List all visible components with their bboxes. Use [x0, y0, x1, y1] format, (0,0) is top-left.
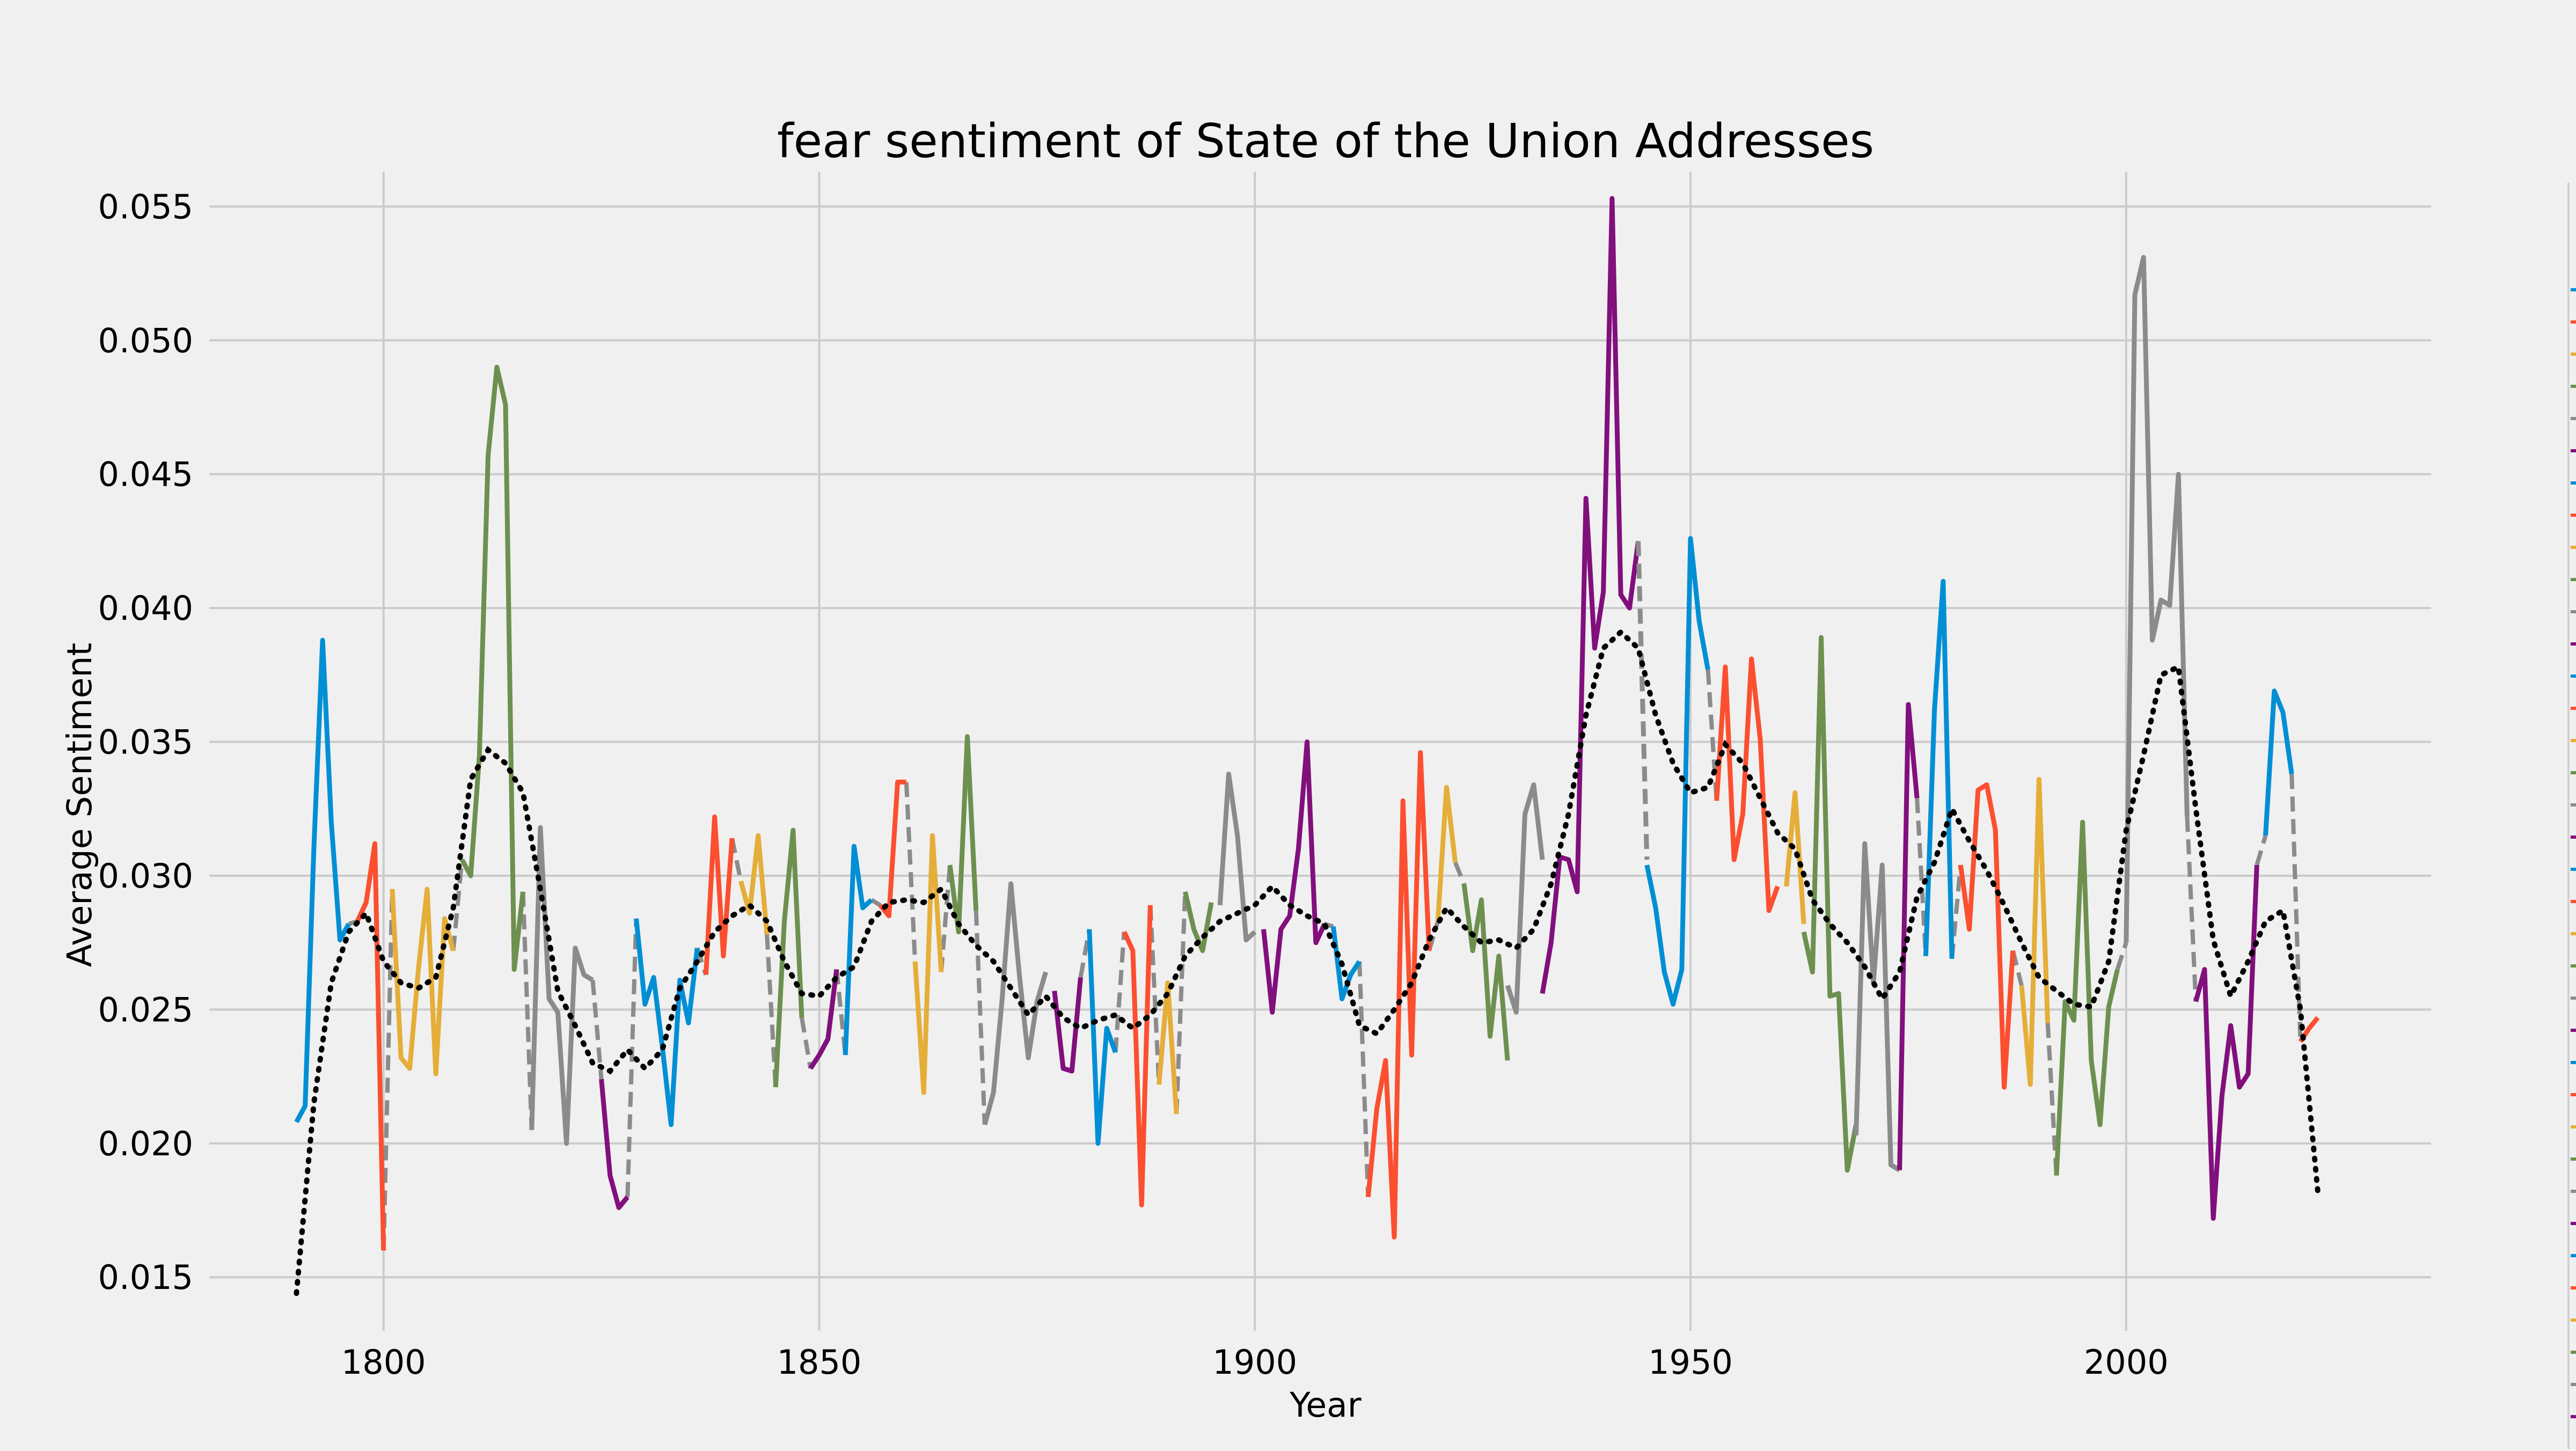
connector-line	[2045, 1023, 2059, 1176]
x-tick-label: 1950	[1648, 1343, 1733, 1382]
series-line	[947, 734, 979, 935]
series-line	[1897, 702, 1920, 1170]
x-tick-label: 1800	[341, 1343, 426, 1382]
connector-line	[1453, 861, 1466, 885]
series-line	[1157, 980, 1179, 1115]
y-tick-label: 0.025	[98, 990, 194, 1029]
series-line	[599, 1079, 630, 1210]
series-line	[294, 637, 351, 1124]
y-tick-label: 0.045	[98, 455, 194, 494]
y-tick-label: 0.040	[98, 589, 194, 628]
series-line	[1330, 926, 1362, 1001]
series-line	[1435, 785, 1458, 922]
series-line	[808, 969, 839, 1070]
rolling-average-line	[294, 628, 2321, 1296]
series-line	[1261, 739, 1327, 1015]
connector-line	[521, 891, 534, 1131]
series-line	[1644, 536, 1710, 1007]
series-line	[773, 827, 804, 1088]
series-line	[1217, 771, 1257, 943]
x-tick-label: 1850	[777, 1343, 862, 1382]
legend-cropped	[2567, 182, 2576, 1449]
series-line	[1461, 883, 1510, 1061]
connector-line	[2185, 817, 2198, 1002]
series-line	[2193, 864, 2259, 1221]
series-line	[529, 825, 594, 1146]
connector-line	[451, 859, 464, 951]
series-line	[912, 833, 944, 1095]
y-tick-label: 0.055	[98, 187, 194, 226]
series-line	[1122, 905, 1153, 1207]
series-line	[878, 779, 906, 919]
series-line	[1540, 196, 1641, 994]
series-line	[1714, 656, 1780, 913]
series-line	[634, 918, 700, 1127]
connector-line	[1357, 961, 1371, 1197]
y-tick-label: 0.020	[98, 1124, 194, 1163]
chart-title: fear sentiment of State of the Union Add…	[777, 114, 1874, 168]
connector-line	[800, 1017, 813, 1069]
connector-line	[625, 918, 639, 1197]
connector-line	[1174, 891, 1188, 1115]
series-line	[459, 364, 525, 972]
y-tick-labels: 0.015 0.020 0.025 0.030 0.035 0.040 0.045 0.050…	[98, 187, 194, 1297]
x-tick-labels: 1800 1850 1900 1950 2000	[341, 1343, 2169, 1382]
series-line	[738, 833, 770, 935]
connector-line	[381, 889, 394, 1251]
rolling-average	[294, 628, 2321, 1296]
connector-line	[2115, 942, 2128, 970]
x-tick-label: 2000	[2084, 1343, 2169, 1382]
connector-line	[870, 898, 882, 907]
series-line	[1505, 782, 1545, 1015]
series-line	[355, 841, 386, 1251]
series-line	[703, 814, 735, 975]
y-tick-label: 0.035	[98, 723, 194, 762]
series-line	[1854, 841, 1901, 1172]
connector-line	[1915, 798, 1928, 956]
connector-line	[590, 980, 604, 1080]
connector-line	[2255, 834, 2268, 866]
y-tick-label: 0.015	[98, 1258, 194, 1297]
connector-line	[904, 782, 918, 962]
series-line	[2054, 819, 2120, 1176]
connector-line	[1950, 864, 1963, 959]
series-line	[2263, 688, 2294, 836]
y-tick-label: 0.050	[98, 321, 194, 360]
series-line	[1365, 750, 1432, 1240]
y-axis-label: Average Sentiment	[60, 643, 99, 967]
series-line	[1923, 578, 1955, 959]
grid	[209, 172, 2431, 1331]
x-axis-label: Year	[1289, 1386, 1361, 1425]
connector-line	[1113, 932, 1126, 1053]
series-line	[2019, 776, 2051, 1087]
connector-line	[1078, 928, 1092, 978]
series-line	[2124, 255, 2190, 943]
series-line	[1801, 635, 1858, 1173]
x-tick-label: 1900	[1212, 1343, 1297, 1382]
series-line	[1784, 790, 1806, 925]
y-tick-label: 0.030	[98, 856, 194, 896]
series-line	[1087, 929, 1118, 1146]
connector-line	[765, 934, 778, 1088]
connector-line	[939, 864, 952, 972]
series-line	[1958, 782, 2016, 1090]
series-line	[1636, 541, 1650, 860]
series-line	[843, 844, 873, 1056]
